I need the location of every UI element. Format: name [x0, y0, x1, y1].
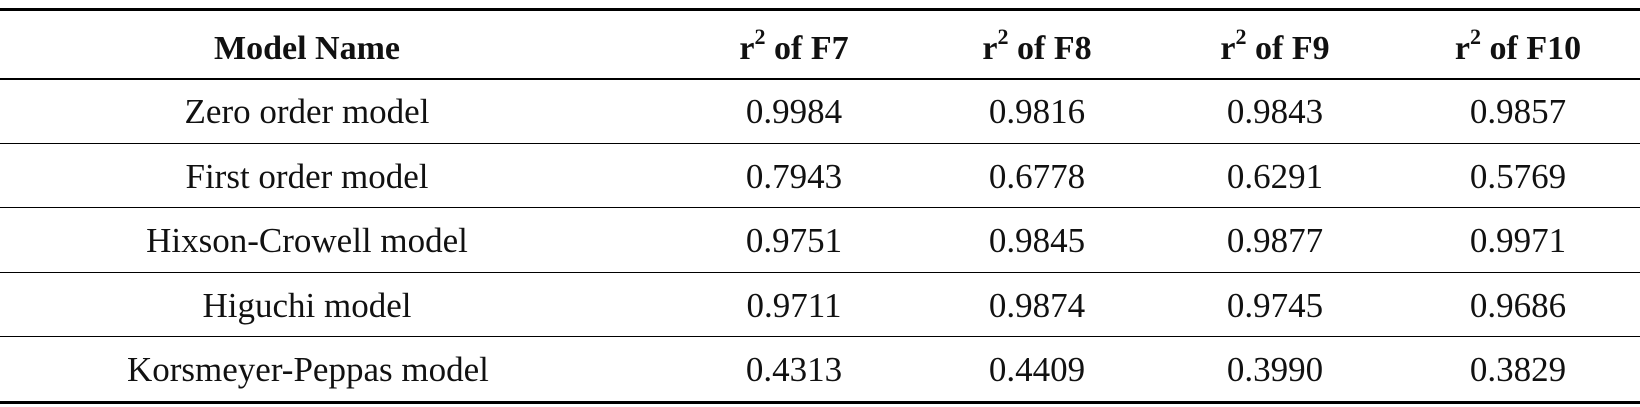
table-cell: 0.7943	[745, 156, 843, 196]
table-cell: Korsmeyer-Peppas model	[127, 350, 489, 389]
header-sup: 2	[1235, 24, 1247, 49]
table-cell: 0.4313	[745, 350, 843, 389]
header-suffix: of F8	[1008, 30, 1092, 67]
header-cell: r2 of F9	[1095, 26, 1455, 68]
header-suffix: of F10	[1481, 30, 1582, 67]
table-cell: Hixson-Crowell model	[146, 221, 468, 260]
rule	[0, 336, 1640, 337]
table-cell: Zero order model	[184, 92, 430, 131]
table-cell: 0.9984	[745, 92, 843, 131]
header-suffix: of F7	[765, 30, 849, 67]
table-cell: 0.9845	[988, 221, 1086, 260]
table-cell: 0.4409	[988, 350, 1086, 389]
rule	[0, 400, 1640, 404]
header-cell: r2 of F10	[1338, 26, 1640, 68]
table-cell: Higuchi model	[202, 285, 412, 325]
table-cell: 0.9816	[988, 92, 1086, 131]
header-base: r	[739, 30, 755, 67]
table-cell: 0.3829	[1469, 350, 1567, 389]
header-text: Model Name	[213, 30, 400, 67]
table-cell: 0.9971	[1469, 221, 1567, 260]
header-sup: 2	[1470, 24, 1481, 49]
header-base: r	[1220, 30, 1236, 67]
header-cell: Model Name	[127, 30, 487, 68]
header-cell: r2 of F7	[614, 26, 974, 68]
header-sup: 2	[754, 24, 766, 49]
table-cell: 0.9857	[1469, 92, 1567, 131]
table-cell: 0.9745	[1226, 285, 1324, 325]
rule	[0, 142, 1640, 144]
table-cell: 0.9751	[745, 221, 843, 260]
header-base: r	[1454, 30, 1470, 67]
table-cell: 0.3990	[1226, 350, 1324, 389]
table-cell: 0.9877	[1226, 221, 1324, 260]
header-base: r	[982, 30, 998, 67]
table-cell: 0.6291	[1226, 156, 1324, 196]
rule	[0, 78, 1640, 80]
rule	[0, 207, 1640, 208]
table-cell: First order model	[185, 156, 429, 196]
header-suffix: of F9	[1246, 30, 1330, 67]
table-cell: 0.9686	[1469, 285, 1567, 325]
rule	[0, 271, 1640, 273]
table-cell: 0.6778	[988, 156, 1086, 196]
table-cell: 0.5769	[1469, 156, 1567, 196]
header-cell: r2 of F8	[857, 26, 1217, 68]
table-cell: 0.9711	[746, 285, 842, 325]
table-cell: 0.9874	[988, 285, 1086, 325]
rule	[0, 8, 1640, 11]
table-cell: 0.9843	[1226, 92, 1324, 131]
header-sup: 2	[997, 24, 1009, 49]
